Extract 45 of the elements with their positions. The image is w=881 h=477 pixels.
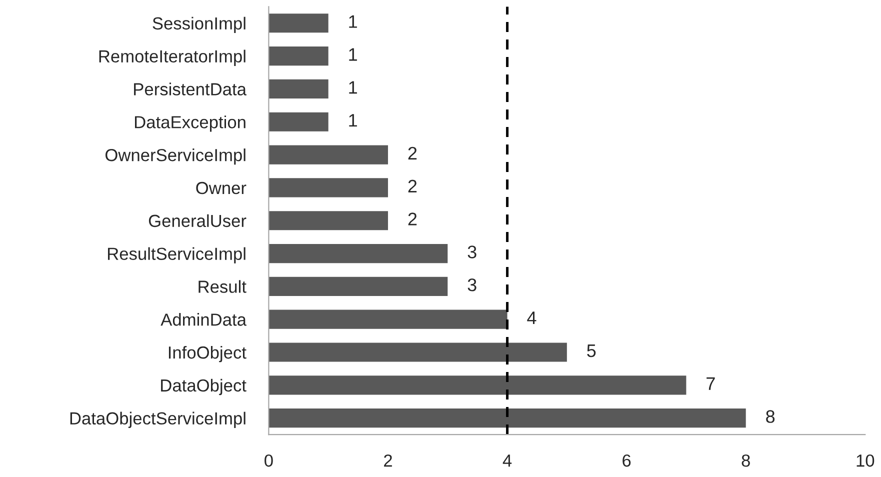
x-tick-label: 4 [502, 454, 512, 467]
data-label: 2 [408, 146, 417, 160]
x-tick-label: 2 [384, 454, 392, 467]
bar [268, 244, 448, 264]
data-label: 7 [706, 377, 715, 390]
y-tick-label: DataObjectServiceImpl [70, 412, 246, 428]
y-tick-label: OwnerServiceImpl [105, 148, 246, 165]
data-label: 1 [349, 15, 357, 28]
data-label: 1 [349, 114, 357, 127]
y-tick-label: SessionImpl [152, 16, 246, 34]
y-tick-label: GeneralUser [148, 214, 246, 228]
y-tick-label: Result [198, 280, 246, 293]
bar [268, 310, 508, 329]
y-tick-label: InfoObject [168, 346, 246, 362]
data-label: 4 [527, 312, 536, 324]
bar [268, 145, 388, 164]
x-tick-label: 6 [622, 454, 631, 467]
y-tick-label: ResultServiceImpl [108, 247, 246, 264]
data-label: 5 [587, 344, 596, 358]
x-tick-label: 0 [264, 454, 273, 467]
x-tick-label: 8 [742, 454, 750, 467]
y-tick-label: AdminData [160, 313, 246, 326]
data-label: 2 [408, 180, 417, 192]
y-tick-label: PersistentData [134, 82, 246, 96]
data-label: 8 [766, 410, 775, 423]
bar [268, 342, 567, 362]
bar [268, 211, 388, 230]
bar [268, 408, 746, 428]
bar [268, 376, 686, 395]
bar [268, 178, 388, 198]
bar [268, 276, 448, 296]
y-tick-label: DataException [134, 116, 246, 132]
bar [268, 79, 328, 99]
y-tick-label: RemoteIteratorImpl [99, 50, 246, 66]
x-tick-label: 10 [856, 454, 874, 467]
y-tick-label: DataObject [161, 378, 246, 396]
bar [268, 112, 328, 132]
bar [268, 46, 328, 66]
data-label: 3 [468, 278, 476, 292]
data-label: 1 [349, 81, 357, 94]
data-label: 2 [408, 212, 417, 226]
data-label: 1 [349, 48, 357, 61]
bar [268, 14, 328, 33]
data-label: 3 [468, 246, 476, 258]
y-tick-label: Owner [196, 182, 246, 194]
